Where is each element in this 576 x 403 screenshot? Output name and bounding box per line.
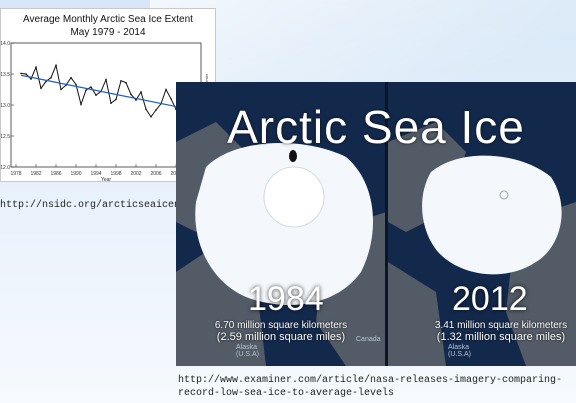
data-point [55,64,57,67]
data-point [75,83,77,86]
arctic-sea-ice-image: Arctic Sea Ice 1984 2012 6.70 million sq… [176,82,576,366]
x-axis-label: Year [101,177,111,181]
x-tick-label: 1982 [30,171,41,177]
alaska-label-left: Alaska (U.S.A) [236,344,259,358]
data-point [150,115,152,118]
x-tick-label: 1990 [70,171,81,177]
image-source-caption[interactable]: http://www.examiner.com/article/nasa-rel… [178,375,563,399]
extent-1984-mi: (2.59 million square miles) [216,331,346,343]
extent-2012-km: 3.41 million square kilometers [434,320,568,331]
series-line [20,63,197,118]
extent-2012-mi: (1.32 million square miles) [436,331,566,343]
plot-frame [10,42,202,168]
year-2012: 2012 [452,280,528,318]
data-point [155,109,157,111]
chart-subtitle: May 1979 - 2014 [70,27,145,38]
alaska-label-right: Alaska (U.S.A) [448,344,471,358]
data-point [25,73,27,75]
extent-2012: 3.41 million square kilometers (1.32 mil… [431,320,571,343]
ice-map-illustration [176,122,576,366]
image-title: Arctic Sea Ice [227,101,525,153]
data-point [40,87,42,90]
data-point [50,76,52,79]
data-point [45,80,47,83]
extent-1984-km: 6.70 million square kilometers [214,320,348,331]
x-tick-label: 1998 [110,171,121,177]
trend-line [20,74,197,112]
data-point [140,91,142,93]
y-tick-label: 12.5 [1,134,10,140]
data-point [135,99,137,101]
x-tick-label: 1994 [90,171,101,177]
extent-1984: 6.70 million square kilometers (2.59 mil… [206,320,356,343]
year-1984: 1984 [248,280,324,318]
data-point [130,93,132,96]
data-point [165,88,167,91]
data-point [95,94,97,96]
y-tick-label: 13.5 [1,72,10,78]
data-point [105,78,107,81]
x-tick-label: 1986 [50,171,61,177]
data-point [60,88,62,91]
x-tick-label: 1978 [10,171,21,177]
data-point [85,89,87,91]
data-point [145,108,147,111]
data-point [120,80,122,82]
data-point [90,86,92,88]
chart-title: Average Monthly Arctic Sea Ice Extent [23,14,193,25]
data-point [110,102,112,104]
data-point [125,81,127,84]
y-tick-label: 14.0 [1,41,10,47]
panel-divider [385,82,388,366]
data-point [80,103,82,106]
y-tick-label: 12.0 [1,165,10,171]
x-tick-label: 2006 [150,171,161,177]
data-point [20,72,22,75]
data-point [35,66,37,68]
y-tick-label: 13.0 [1,103,10,109]
data-point [30,78,32,80]
chart-source-url[interactable]: http://nsidc.org/arcticseaicenews/ [0,200,205,211]
x-tick-label: 2002 [130,171,141,177]
data-point [70,76,72,79]
canada-label: Canada [356,336,381,343]
data-point [170,98,172,100]
data-point [115,98,117,101]
